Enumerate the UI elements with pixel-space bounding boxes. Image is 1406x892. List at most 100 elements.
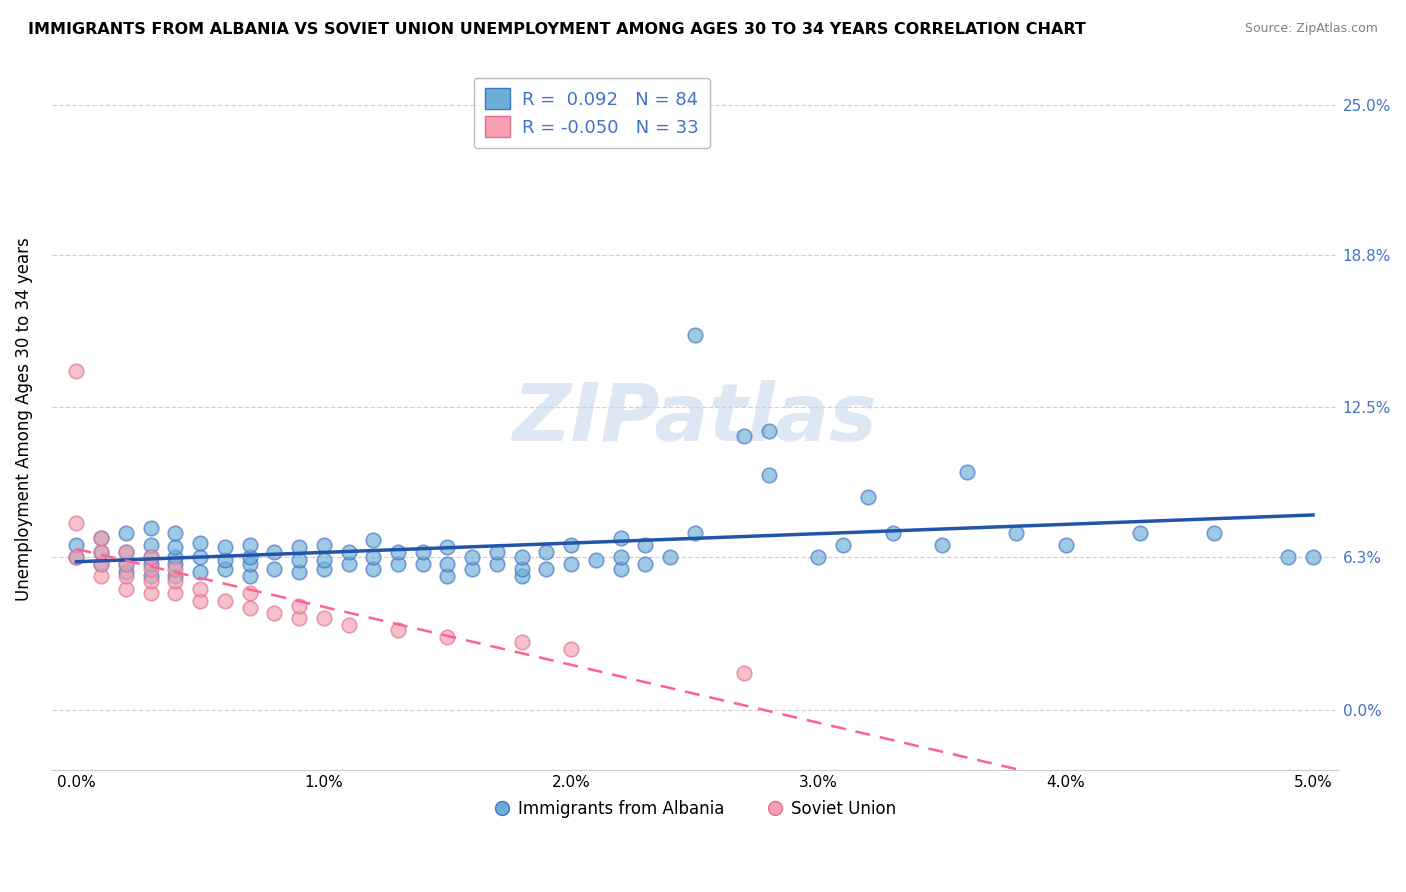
Point [90, 569, 112, 583]
Point [214, 593, 236, 607]
Point [115, 558, 138, 572]
Point [510, 569, 533, 583]
Point [139, 586, 162, 600]
Point [758, 467, 780, 482]
Point [139, 550, 162, 565]
Point [188, 593, 211, 607]
Point [288, 552, 311, 566]
Point [585, 552, 607, 566]
Point [115, 525, 138, 540]
Text: Source: ZipAtlas.com: Source: ZipAtlas.com [1244, 22, 1378, 36]
Point [288, 610, 311, 624]
Point [683, 327, 706, 342]
Point [931, 538, 953, 552]
Point [609, 562, 631, 576]
Point [312, 552, 335, 566]
Point [1204, 525, 1226, 540]
Point [361, 550, 384, 565]
Point [387, 558, 409, 572]
Point [214, 562, 236, 576]
Point [115, 545, 138, 559]
Point [485, 545, 508, 559]
Point [337, 558, 360, 572]
Point [1054, 538, 1077, 552]
Text: ZIPatlas: ZIPatlas [512, 380, 877, 458]
Point [436, 541, 458, 555]
Point [239, 601, 262, 615]
Point [412, 558, 434, 572]
Point [609, 550, 631, 565]
Point [560, 538, 582, 552]
Point [312, 538, 335, 552]
Point [139, 550, 162, 565]
Point [139, 574, 162, 589]
Point [263, 606, 285, 620]
Point [436, 558, 458, 572]
Point [1005, 525, 1028, 540]
Point [733, 429, 755, 443]
Point [634, 538, 657, 552]
Point [239, 586, 262, 600]
Point [634, 558, 657, 572]
Point [1277, 550, 1299, 565]
Point [115, 569, 138, 583]
Point [683, 525, 706, 540]
Point [536, 562, 558, 576]
Point [139, 538, 162, 552]
Point [288, 541, 311, 555]
Point [214, 541, 236, 555]
Point [560, 558, 582, 572]
Point [239, 558, 262, 572]
Point [165, 574, 187, 589]
Point [956, 466, 979, 480]
Point [90, 531, 112, 545]
Point [90, 545, 112, 559]
Point [436, 630, 458, 644]
Point [263, 562, 285, 576]
Point [90, 558, 112, 572]
Point [115, 558, 138, 572]
Point [312, 562, 335, 576]
Point [139, 562, 162, 576]
Text: IMMIGRANTS FROM ALBANIA VS SOVIET UNION UNEMPLOYMENT AMONG AGES 30 TO 34 YEARS C: IMMIGRANTS FROM ALBANIA VS SOVIET UNION … [28, 22, 1085, 37]
Point [807, 550, 830, 565]
Point [832, 538, 855, 552]
Point [312, 610, 335, 624]
Point [659, 550, 682, 565]
Point [361, 562, 384, 576]
Point [412, 545, 434, 559]
Point [239, 538, 262, 552]
Point [165, 558, 187, 572]
Point [90, 545, 112, 559]
Point [856, 490, 879, 504]
Point [188, 565, 211, 579]
Point [115, 545, 138, 559]
Point [188, 550, 211, 565]
Point [288, 599, 311, 613]
Point [288, 565, 311, 579]
Y-axis label: Unemployment Among Ages 30 to 34 years: Unemployment Among Ages 30 to 34 years [15, 237, 32, 601]
Point [609, 531, 631, 545]
Point [263, 545, 285, 559]
Point [387, 545, 409, 559]
Point [115, 582, 138, 596]
Point [510, 635, 533, 649]
Point [882, 525, 904, 540]
Point [165, 525, 187, 540]
Point [65, 516, 87, 531]
Point [188, 535, 211, 549]
Point [239, 550, 262, 565]
Point [90, 558, 112, 572]
Point [139, 558, 162, 572]
Point [361, 533, 384, 548]
Point [165, 562, 187, 576]
Point [65, 550, 87, 565]
Point [461, 562, 484, 576]
Point [733, 666, 755, 681]
Point [758, 425, 780, 439]
Point [387, 623, 409, 637]
Point [165, 550, 187, 565]
Point [214, 552, 236, 566]
Point [1129, 525, 1152, 540]
Point [115, 565, 138, 579]
